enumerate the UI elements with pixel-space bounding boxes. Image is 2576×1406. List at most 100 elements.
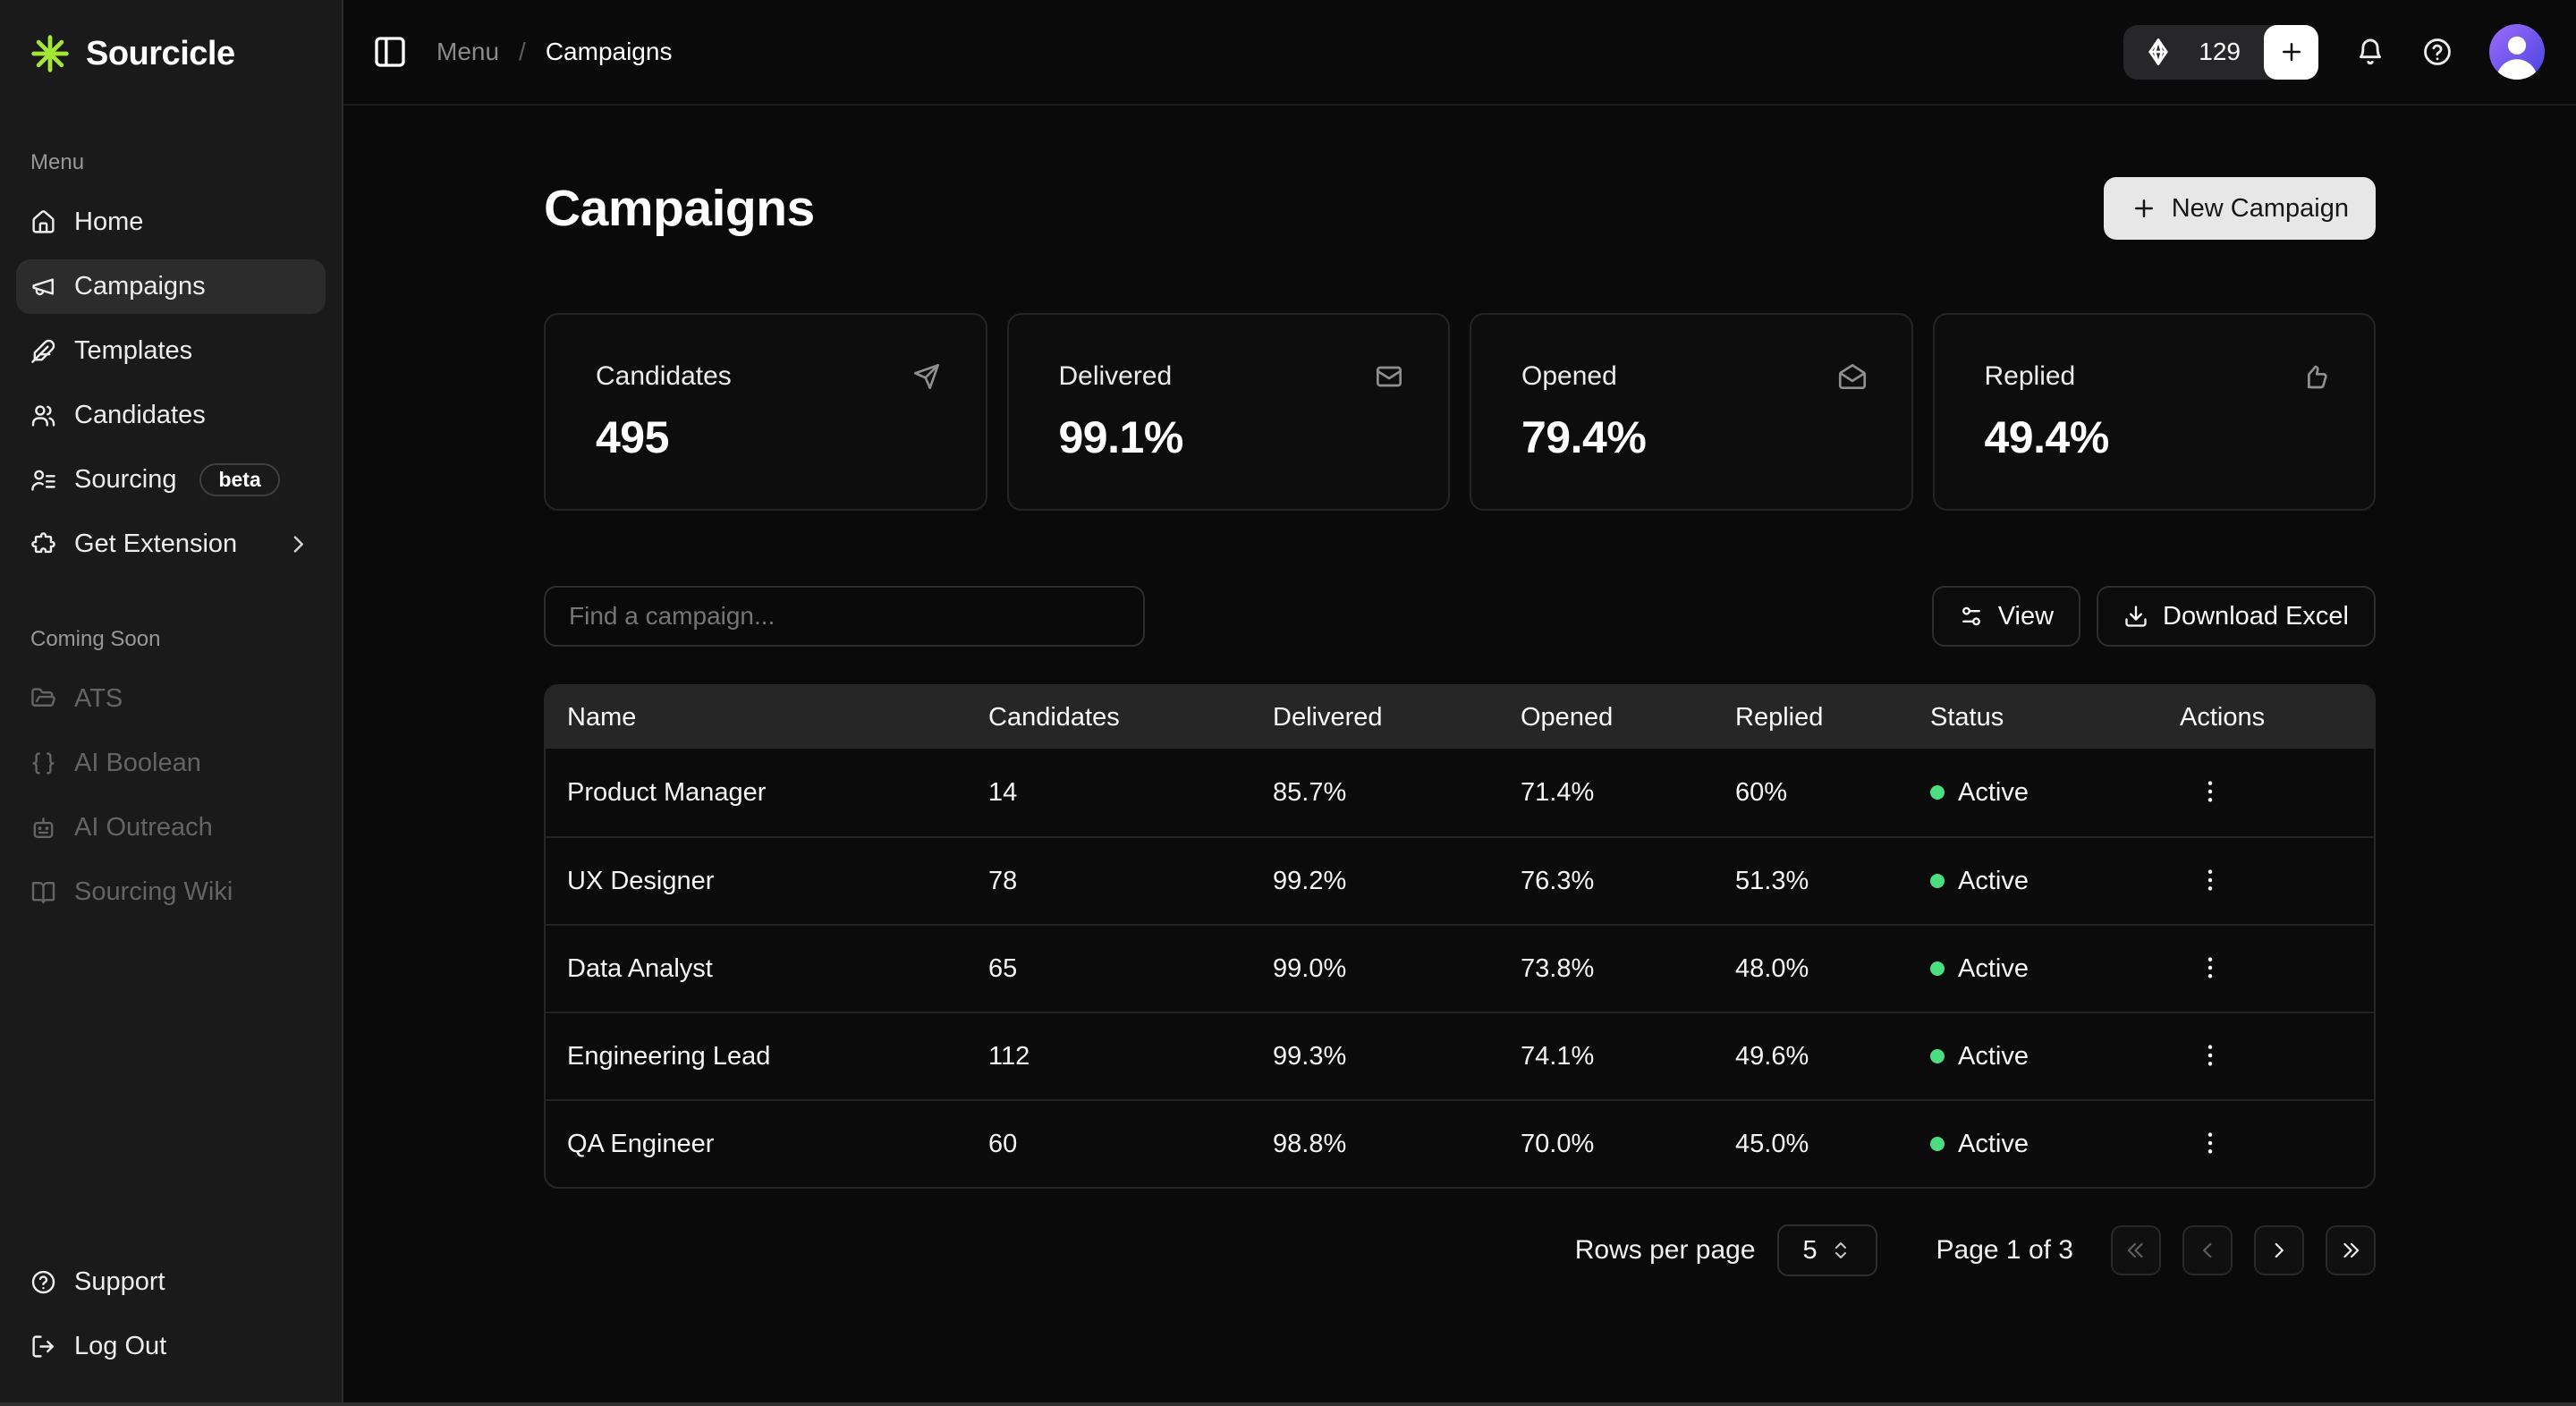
cell-replied: 51.3% [1735,866,1809,895]
rows-per-page-select[interactable]: 5 [1776,1224,1877,1276]
status-dot [1930,785,1945,800]
stat-card-opened: Opened 79.4% [1470,313,1913,511]
table-row-product-manager[interactable]: Product Manager 14 85.7% 71.4% 60% Active [546,749,2374,836]
notifications-bell-icon[interactable] [2355,37,2385,67]
view-button[interactable]: View [1931,586,2081,647]
sidebar-item-label: AI Boolean [74,749,201,777]
cell-delivered: 99.0% [1273,953,1347,983]
user-avatar[interactable] [2489,24,2545,80]
sidebar-item-campaigns[interactable]: Campaigns [16,259,326,314]
sidebar: Sourcicle Menu Home Campaigns Templates Can… [0,0,343,1406]
sidebar-item-ai-outreach[interactable]: AI Outreach [16,800,326,855]
sidebar-item-get-extension[interactable]: Get Extension [16,517,326,572]
table-row-qa-engineer[interactable]: QA Engineer 60 98.8% 70.0% 45.0% Active [546,1099,2374,1187]
sidebar-item-templates[interactable]: Templates [16,324,326,378]
sidebar-item-ats[interactable]: ATS [16,672,326,726]
sidebar-nav-coming-soon: ATS AI Boolean AI Outreach Sourcing Wiki [16,672,326,919]
pagination: Rows per page 5 Page 1 of 3 [544,1224,2376,1276]
row-actions-menu-button[interactable] [2190,772,2230,811]
sidebar-section-label-coming-soon: Coming Soon [30,627,161,651]
sidebar-item-label: Support [74,1267,165,1296]
table-row-engineering-lead[interactable]: Engineering Lead 112 99.3% 74.1% 49.6% Active [546,1012,2374,1099]
chevrons-right-icon [2339,1239,2362,1262]
puzzle-icon [30,531,56,557]
sidebar-item-sourcing[interactable]: Sourcing beta [16,453,326,507]
previous-page-button[interactable] [2182,1225,2233,1275]
new-campaign-button[interactable]: New Campaign [2103,177,2376,240]
status-dot [1930,961,1945,976]
search-input[interactable] [544,586,1145,647]
sidebar-item-label: Sourcing [74,465,177,494]
sidebar-toggle-icon[interactable] [372,34,408,70]
content: Campaigns New Campaign Candidates 495 Deli… [544,106,2376,1276]
table-header-row: Name Candidates Delivered Opened Replied Stat… [546,686,2374,749]
chevron-right-icon [285,531,311,557]
column-header-actions: Actions [2180,702,2266,732]
breadcrumb-parent[interactable]: Menu [436,38,500,65]
sidebar-item-home[interactable]: Home [16,195,326,250]
beta-badge: beta [199,463,280,496]
rows-per-page-label: Rows per page [1574,1235,1756,1265]
cell-replied: 48.0% [1735,953,1809,983]
table-row-data-analyst[interactable]: Data Analyst 65 99.0% 73.8% 48.0% Active [546,924,2374,1012]
gem-icon [2143,37,2174,67]
cell-delivered: 98.8% [1273,1129,1347,1158]
cell-name: Product Manager [567,777,767,807]
cell-actions [2180,948,2352,989]
cell-replied: 49.6% [1735,1041,1809,1071]
cell-status: Active [1930,1130,2180,1159]
topbar: Menu / Campaigns 129 [343,0,2576,106]
cell-delivered: 99.2% [1273,866,1347,895]
stat-card-candidates: Candidates 495 [544,313,987,511]
main-area: Menu / Campaigns 129 Campaigns New [343,0,2576,1406]
brand-logo[interactable]: Sourcicle [16,27,326,80]
status-badge: Active [1958,953,2029,983]
row-actions-menu-button[interactable] [2190,1036,2230,1075]
add-credits-button[interactable] [2264,24,2318,80]
column-header-delivered: Delivered [1273,702,1383,732]
credits-pill[interactable]: 129 [2123,24,2318,80]
help-icon[interactable] [2422,37,2453,67]
sidebar-item-sourcing-wiki[interactable]: Sourcing Wiki [16,865,326,919]
cell-status: Active [1930,867,2180,896]
cell-opened: 71.4% [1521,777,1595,807]
row-actions-menu-button[interactable] [2190,860,2230,900]
sidebar-item-log-out[interactable]: Log Out [16,1319,326,1374]
sidebar-item-label: Templates [74,336,193,365]
first-page-button[interactable] [2111,1225,2161,1275]
stat-card-label: Delivered [1058,361,1173,391]
status-badge: Active [1958,1129,2029,1158]
table-row-ux-designer[interactable]: UX Designer 78 99.2% 76.3% 51.3% Active [546,836,2374,924]
sidebar-item-ai-boolean[interactable]: AI Boolean [16,736,326,791]
users-icon [30,402,56,428]
row-actions-menu-button[interactable] [2190,948,2230,987]
breadcrumb-separator: / [519,38,526,65]
sidebar-item-label: AI Outreach [74,813,213,842]
cell-name: Data Analyst [567,953,713,983]
last-page-button[interactable] [2326,1225,2376,1275]
mail-open-icon [1838,362,1867,391]
cell-actions [2180,860,2352,902]
cell-replied: 45.0% [1735,1129,1809,1158]
view-button-label: View [1997,601,2055,631]
sidebar-item-candidates[interactable]: Candidates [16,388,326,443]
sidebar-item-support[interactable]: Support [16,1255,326,1309]
status-dot [1930,1137,1945,1151]
next-page-button[interactable] [2254,1225,2304,1275]
stat-card-value: 495 [596,412,669,462]
sidebar-spacer [16,919,326,1255]
cell-delivered: 85.7% [1273,777,1347,807]
row-actions-menu-button[interactable] [2190,1123,2230,1163]
home-icon [30,209,56,235]
bot-icon [30,815,56,841]
cell-actions [2180,1123,2352,1165]
sidebar-item-label: Home [74,208,144,236]
cell-delivered: 99.3% [1273,1041,1347,1071]
column-header-name: Name [567,702,637,732]
download-excel-button[interactable]: Download Excel [2097,586,2376,647]
sidebar-item-label: Get Extension [74,529,238,558]
cell-replied: 60% [1735,777,1788,807]
chevrons-left-icon [2124,1239,2148,1262]
sidebar-item-label: ATS [74,684,123,713]
cell-candidates: 60 [988,1129,1018,1158]
